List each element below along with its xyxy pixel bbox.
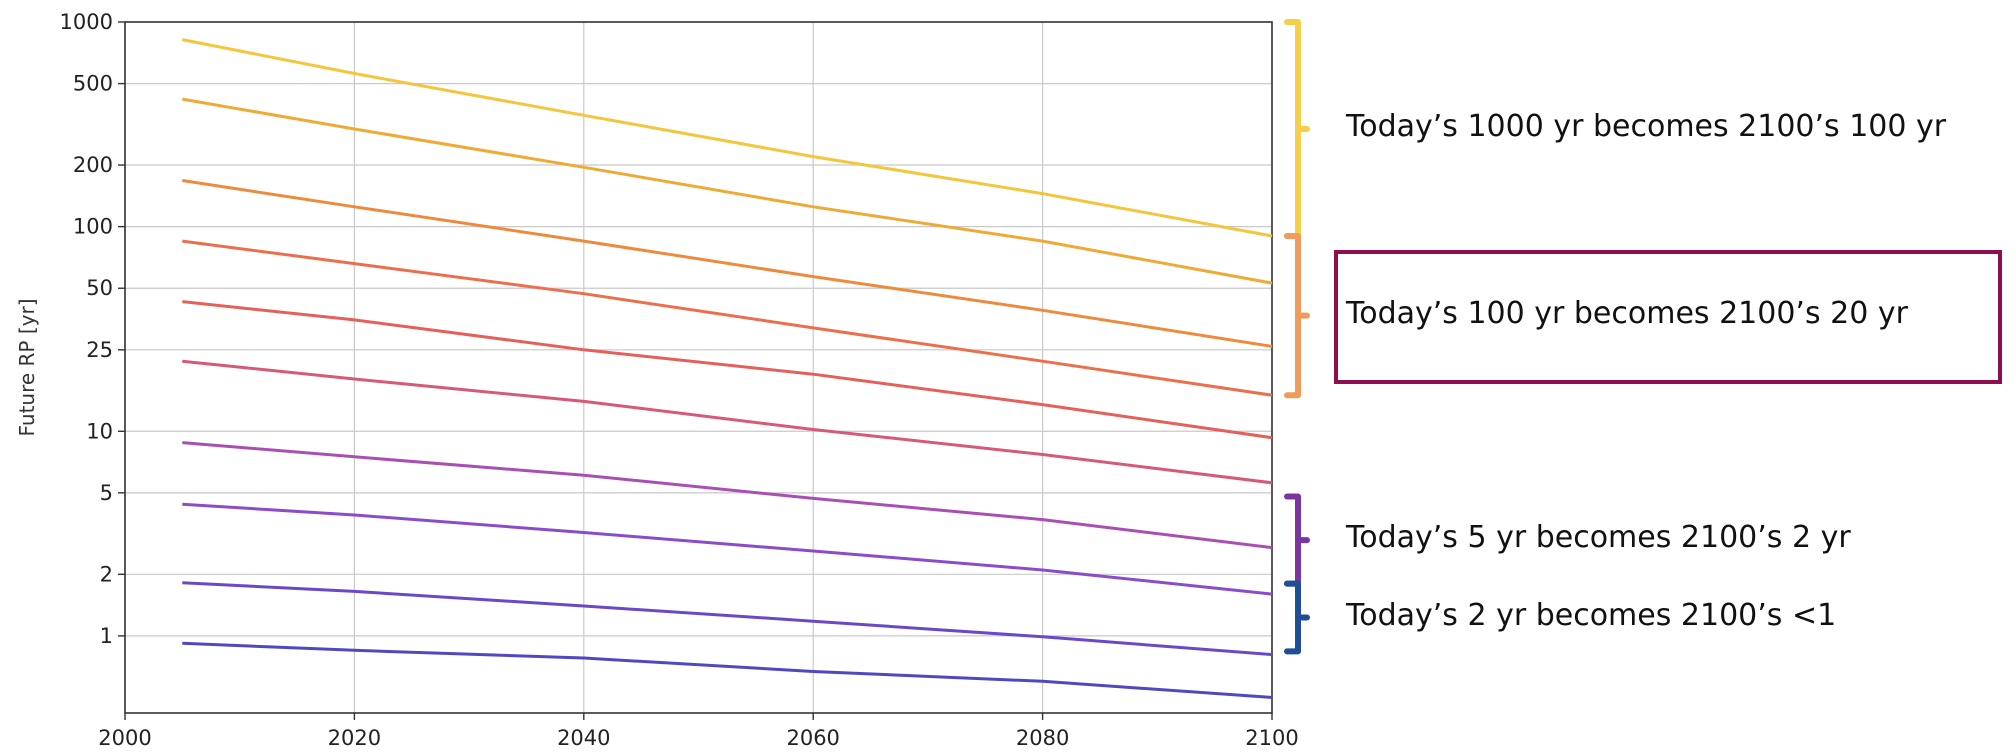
- annotation-text: Today’s 5 yr becomes 2100’s 2 yr: [1346, 520, 1851, 556]
- grid: [124, 21, 1273, 713]
- series-line: [182, 581, 1273, 657]
- annotation-bracket: [1284, 493, 1310, 587]
- x-tick-label: 2080: [1016, 726, 1069, 750]
- x-tick-label: 2100: [1245, 726, 1298, 750]
- annotation-text: Today’s 2 yr becomes 2100’s <1: [1346, 597, 1837, 633]
- series-line: [182, 641, 1273, 699]
- y-tick-label: 200: [73, 153, 113, 177]
- y-tick-label: 100: [73, 215, 113, 239]
- annotation-bracket: [1284, 580, 1310, 655]
- series-line: [182, 179, 1273, 348]
- series-line: [182, 300, 1273, 440]
- y-tick-label: 50: [86, 276, 113, 300]
- y-tick-label: 25: [86, 338, 113, 362]
- y-tick-label: 1000: [60, 10, 113, 34]
- y-tick-label: 5: [100, 481, 113, 505]
- y-tick-label: 1: [100, 624, 113, 648]
- annotation-bracket: [1284, 19, 1310, 239]
- series-line: [182, 502, 1273, 596]
- y-tick-label: 2: [100, 562, 113, 586]
- brackets: [1284, 19, 1310, 655]
- series-line: [182, 441, 1273, 550]
- series-lines: [182, 38, 1273, 699]
- series-line: [182, 239, 1273, 397]
- x-ticks: 2000 2020 2040 2060 2080 2100: [98, 713, 1299, 750]
- highlight-box: [1334, 249, 2002, 384]
- x-tick-label: 2060: [786, 726, 839, 750]
- series-line: [182, 359, 1273, 485]
- y-axis-label: Future RP [yr]: [15, 298, 39, 436]
- series-line: [182, 38, 1273, 238]
- annotation-text: Today’s 1000 yr becomes 2100’s 100 yr: [1346, 108, 1947, 144]
- x-tick-label: 2020: [328, 726, 381, 750]
- series-line: [182, 97, 1273, 285]
- x-tick-label: 2040: [557, 726, 610, 750]
- annotation-text: Today’s 100 yr becomes 2100’s 20 yr: [1346, 295, 1908, 331]
- y-tick-label: 10: [86, 419, 113, 443]
- annotation-bracket: [1284, 232, 1310, 399]
- x-tick-label: 2000: [98, 726, 151, 750]
- plot-frame: [124, 21, 1273, 714]
- y-tick-label: 500: [73, 72, 113, 96]
